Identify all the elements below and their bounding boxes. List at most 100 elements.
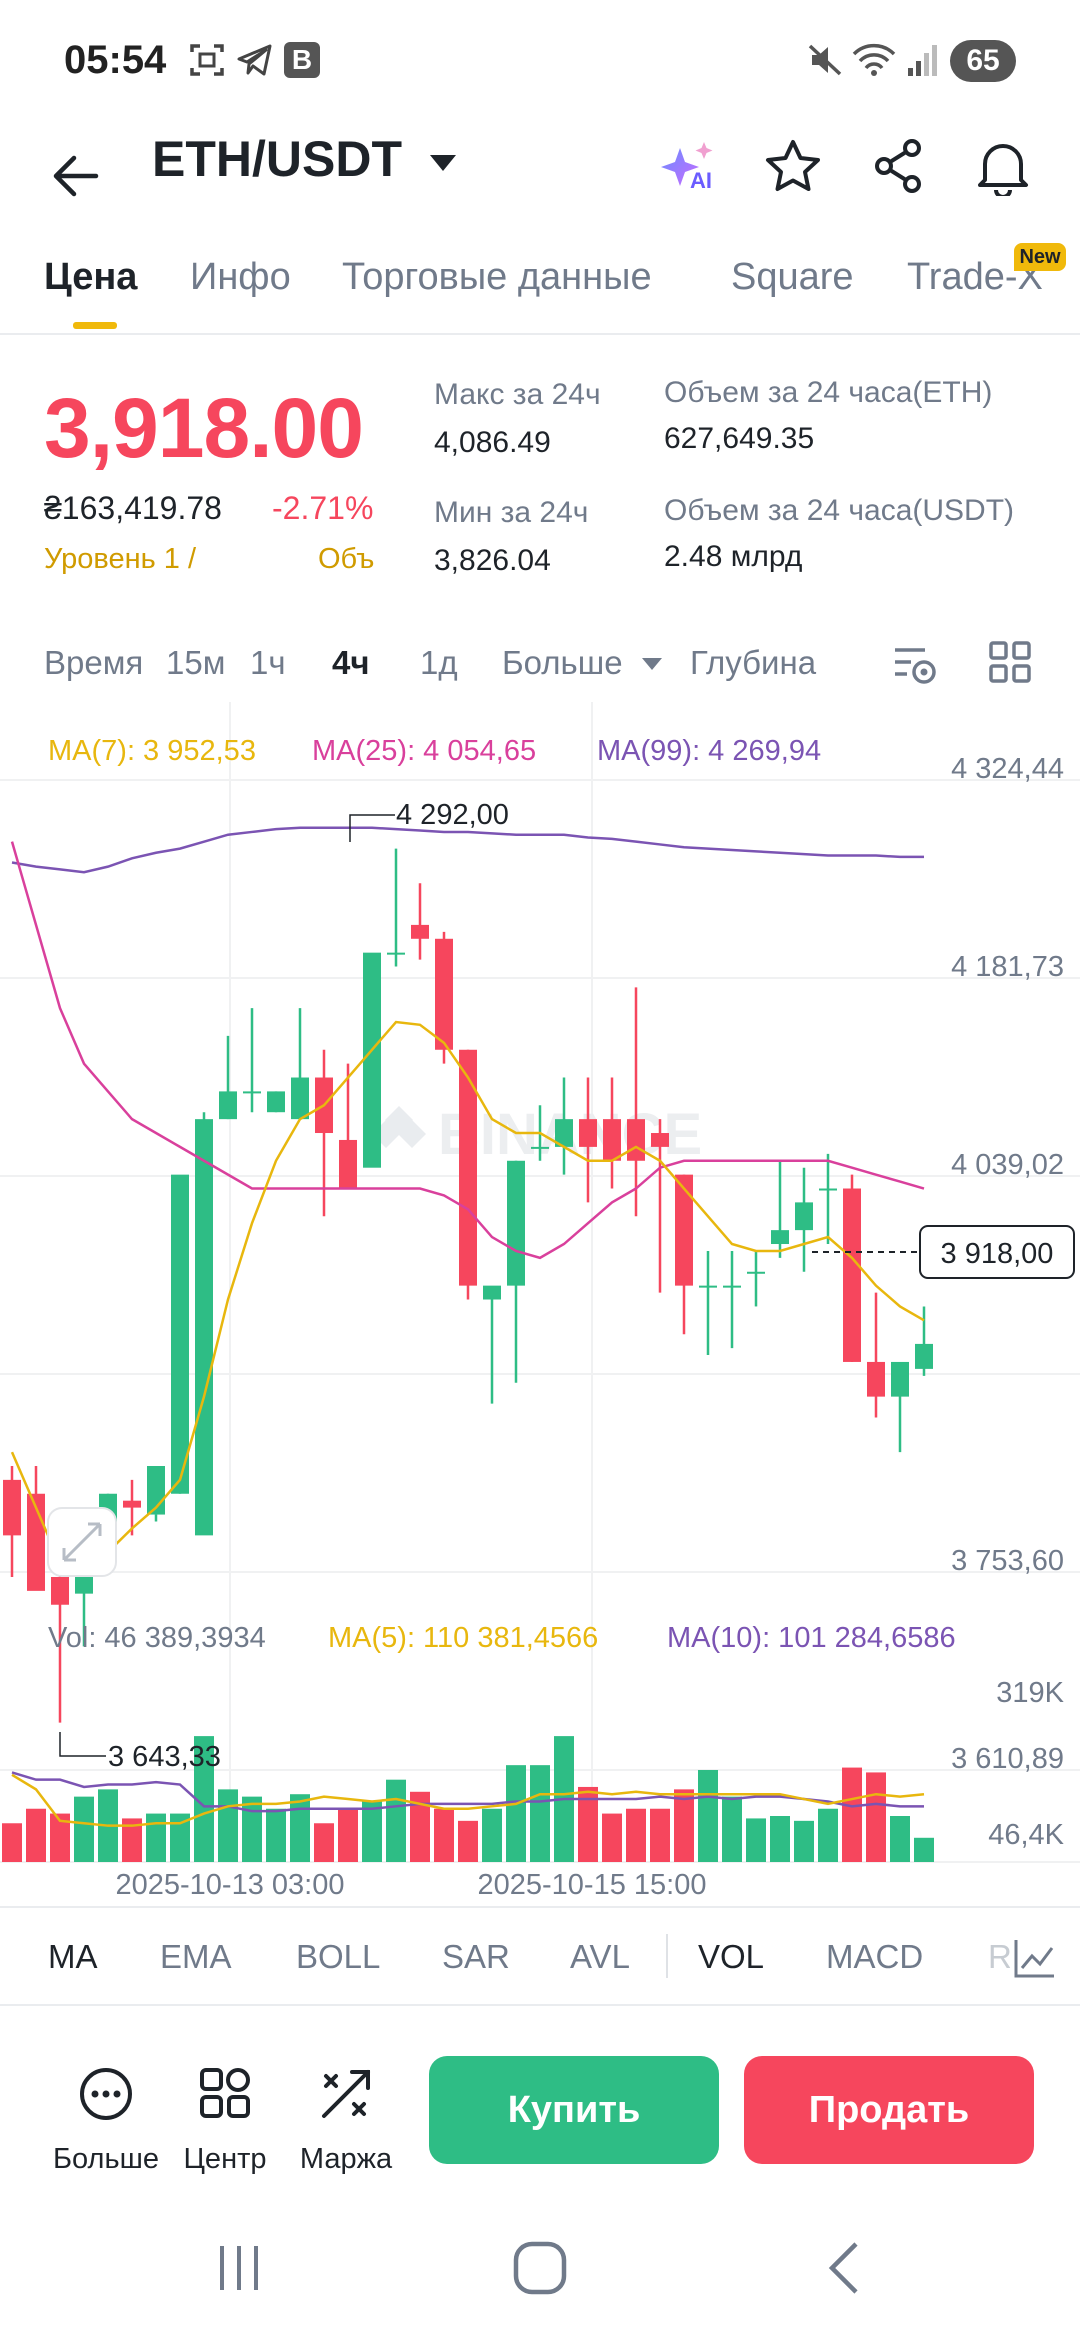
price-axis-label: 4 039,02 [951,1149,1064,1181]
last-price: 3,918.00 [44,381,364,475]
candle-body [699,1285,717,1288]
volume-bar [170,1813,190,1862]
candle-body [267,1091,285,1113]
price-axis-label: 3 610,89 [951,1743,1064,1775]
price-uah: ₴163,419.78 [44,490,222,526]
battery-indicator: 65 [950,40,1016,82]
ma25-line [10,841,925,1260]
ma99-line [11,826,924,874]
candle-body [843,1188,861,1362]
bell-icon[interactable] [974,136,1032,196]
candle-body [771,1230,789,1245]
candle-body [219,1091,237,1120]
indicator-ma[interactable]: MA [48,1938,98,1975]
indicator-avl[interactable]: AVL [570,1938,630,1975]
screenshot-icon [190,44,224,76]
vol-ma5-label: MA(5): 110 381,4566 [328,1622,598,1654]
candle-body [51,1576,69,1605]
volume-ma-lines [11,1771,925,1827]
margin-label[interactable]: Маржа [299,2143,393,2175]
indicator-macd[interactable]: MACD [826,1938,924,1975]
candle-body [867,1361,885,1397]
indicator-divider [666,1934,668,1978]
interval-more[interactable]: Больше [502,644,623,681]
recent-apps-icon[interactable] [214,2242,264,2294]
layout-grid-icon[interactable] [988,640,1032,684]
indicator-ema[interactable]: EMA [160,1938,232,1975]
volume-bar [266,1808,286,1862]
candle-body [459,1049,477,1286]
star-icon[interactable] [764,138,822,194]
tab-price[interactable]: Цена [44,256,138,298]
level-suffix[interactable]: Объ [318,543,375,575]
candle-body [411,924,429,939]
buy-button[interactable]: Купить [429,2056,719,2164]
volume-bar [890,1816,910,1862]
sell-button[interactable]: Продать [744,2056,1034,2164]
chevron-down-icon[interactable] [428,152,458,174]
vol-usdt-value: 2.48 млрд [664,540,803,573]
candle-body [723,1285,741,1288]
status-bar: 05:54 B 65 [0,0,1080,125]
interval-time[interactable]: Время [44,644,144,681]
volume-bar [914,1837,934,1862]
center-icon[interactable] [198,2066,252,2120]
volume-bars [2,1736,934,1862]
price-change: -2.71% [272,490,374,526]
margin-icon[interactable] [318,2066,374,2122]
chart-settings-icon[interactable] [892,642,940,688]
indicator-r[interactable]: R [988,1938,1012,1975]
wifi-icon [852,43,896,76]
volume-bar [530,1765,550,1862]
back-nav-icon[interactable] [824,2240,864,2296]
caret-down-icon [642,658,662,670]
interval-1d[interactable]: 1д [420,644,458,681]
volume-bar [674,1789,694,1862]
candle-body [507,1160,525,1286]
candle-body [243,1091,261,1094]
tab-square[interactable]: Square [731,256,854,298]
candle-body [531,1146,549,1149]
volume-bar [602,1813,622,1862]
ma25-label: MA(25): 4 054,65 [312,735,536,767]
candlestick-chart[interactable]: BINANCE 4 324,444 181,734 039,023 753,60… [0,702,1080,1902]
candle-body [435,938,453,1050]
volume-bar [122,1818,142,1862]
back-arrow-icon[interactable] [48,148,104,204]
ai-assistant-icon[interactable]: AI [660,140,722,196]
volume-bar [338,1808,358,1862]
indicator-sar[interactable]: SAR [442,1938,510,1975]
tab-trading-data[interactable]: Торговые данные [342,256,652,298]
volume-bar [410,1791,430,1862]
share-icon[interactable] [870,138,928,194]
candle-body [195,1119,213,1536]
indicator-vol[interactable]: VOL [698,1938,765,1975]
indicator-boll[interactable]: BOLL [296,1938,381,1975]
volume-bar [146,1813,166,1862]
chart-grid [0,702,1080,1863]
candles [3,848,933,1723]
interval-1h[interactable]: 1ч [250,644,286,681]
volume-bar [626,1808,646,1862]
ma99-label: MA(99): 4 269,94 [597,735,821,767]
chart-canvas[interactable]: BINANCE 4 324,444 181,734 039,023 753,60… [0,702,1080,1902]
volume-bar [818,1808,838,1862]
expand-chart-button[interactable] [47,1507,117,1577]
home-icon[interactable] [512,2240,568,2296]
interval-15m[interactable]: 15м [166,644,226,681]
candle-body [123,1500,141,1508]
volume-ma5-line [11,1773,925,1827]
more-label[interactable]: Больше [53,2143,159,2175]
interval-depth[interactable]: Глубина [690,644,817,681]
price-axis-label: 4 181,73 [951,951,1064,983]
tab-info[interactable]: Инфо [190,256,291,298]
level-label[interactable]: Уровень 1 / [44,543,197,575]
pair-title[interactable]: ETH/USDT [152,131,402,187]
volume-bar [314,1823,334,1862]
center-label[interactable]: Центр [183,2143,267,2175]
interval-4h[interactable]: 4ч [332,644,370,681]
volume-bar [458,1820,478,1862]
indicator-settings-icon[interactable] [1012,1936,1058,1980]
more-icon[interactable] [78,2066,134,2122]
ma7-line [10,1020,925,1565]
